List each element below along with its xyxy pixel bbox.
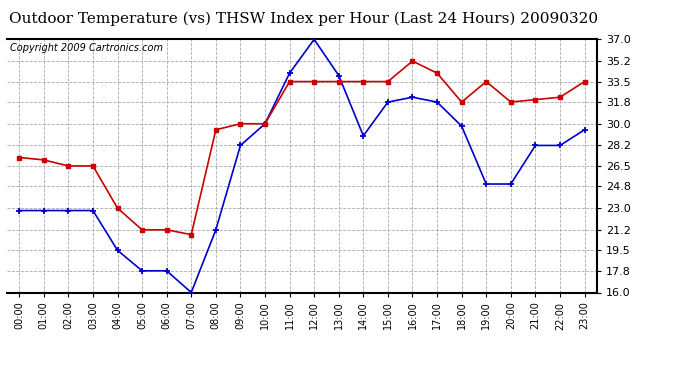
Text: Copyright 2009 Cartronics.com: Copyright 2009 Cartronics.com — [10, 43, 163, 53]
Text: Outdoor Temperature (vs) THSW Index per Hour (Last 24 Hours) 20090320: Outdoor Temperature (vs) THSW Index per … — [9, 11, 598, 26]
